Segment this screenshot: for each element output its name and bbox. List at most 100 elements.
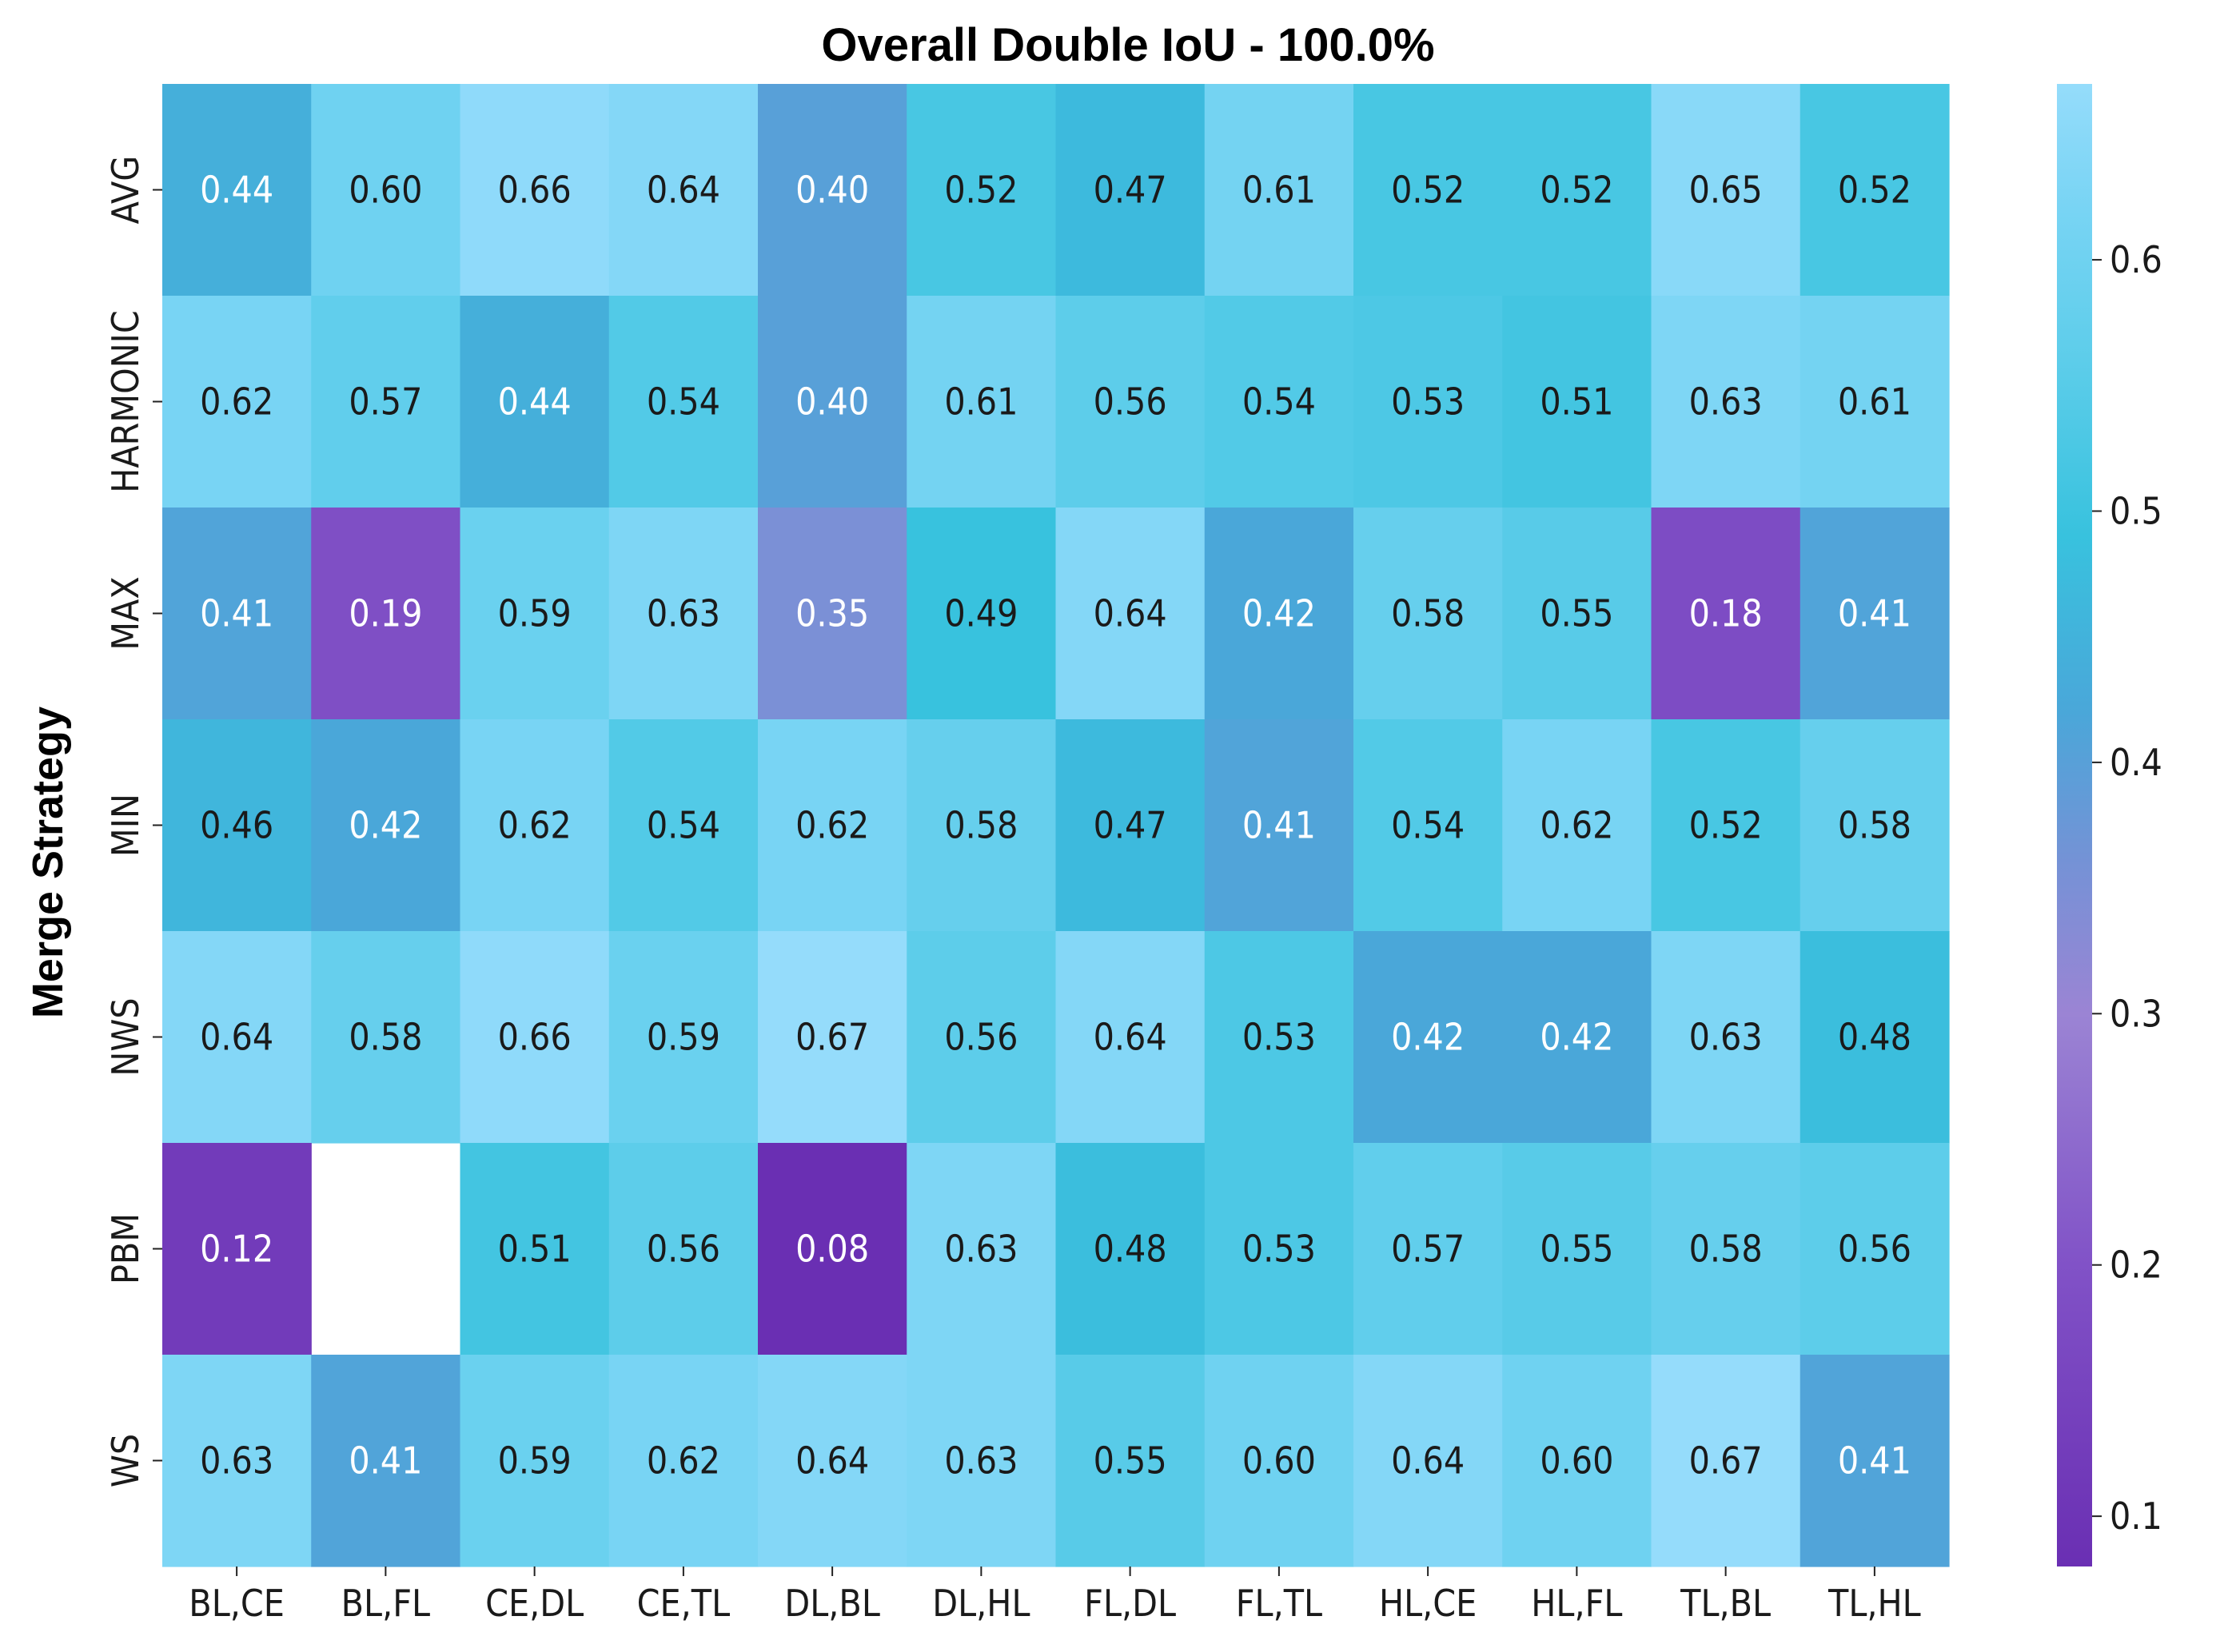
- heatmap-cell: [162, 508, 312, 720]
- cell-value-label: 0.53: [1242, 1016, 1316, 1059]
- cell-value-label: 0.62: [795, 804, 869, 847]
- heatmap-cell: [1651, 931, 1801, 1144]
- heatmap-cell: [907, 719, 1057, 932]
- cell-value-label: 0.44: [498, 380, 572, 424]
- heatmap-cell: [758, 719, 907, 932]
- x-tick-label: TL,HL: [1827, 1582, 1921, 1625]
- heatmap-cell: [1651, 296, 1801, 508]
- heatmap-cell: [1204, 1143, 1354, 1355]
- cell-value-label: 0.42: [1391, 1016, 1465, 1059]
- cell-value-label: 0.56: [1838, 1228, 1911, 1271]
- cell-value-label: 0.60: [349, 169, 422, 212]
- x-tick-label: HL,CE: [1379, 1582, 1477, 1625]
- heatmap-cell: [1204, 84, 1354, 297]
- cell-value-label: 0.59: [498, 592, 572, 635]
- cell-value-label: 0.56: [647, 1228, 720, 1271]
- y-tick-label: MIN: [104, 794, 147, 857]
- y-tick-label: NWS: [104, 997, 147, 1076]
- heatmap-cell: [1055, 1143, 1206, 1355]
- heatmap-cell: [460, 719, 610, 932]
- heatmap-cell: [1502, 84, 1652, 297]
- heatmap-cell: [311, 84, 461, 297]
- heatmap-cell: [758, 508, 907, 720]
- cell-value-label: 0.40: [795, 169, 869, 212]
- cell-value-label: 0.46: [200, 804, 273, 847]
- cell-value-label: 0.47: [1094, 804, 1167, 847]
- cell-value-label: 0.64: [1094, 592, 1167, 635]
- cell-value-label: 0.54: [647, 380, 720, 424]
- cell-value-label: 0.55: [1540, 592, 1613, 635]
- heatmap-cell: [907, 1355, 1057, 1567]
- cell-value-label: 0.41: [1242, 804, 1316, 847]
- heatmap-cell: [1055, 931, 1206, 1144]
- heatmap-cell: [460, 296, 610, 508]
- cell-value-label: 0.59: [647, 1016, 720, 1059]
- cell-value-label: 0.58: [1391, 592, 1465, 635]
- colorbar-tick-label: 0.2: [2110, 1244, 2162, 1287]
- chart-title: Overall Double IoU - 100.0%: [821, 19, 1434, 71]
- heatmap-cell: [162, 1355, 312, 1567]
- heatmap-cell: [1353, 84, 1503, 297]
- heatmap-cell: [311, 1355, 461, 1567]
- cell-value-label: 0.56: [1094, 380, 1167, 424]
- cell-value-label: 0.66: [498, 1016, 572, 1059]
- heatmap-cell: [907, 1143, 1057, 1355]
- y-tick-label: MAX: [104, 576, 147, 650]
- cell-value-label: 0.59: [498, 1439, 572, 1483]
- heatmap-cell: [907, 296, 1057, 508]
- heatmap-cell: [1502, 508, 1652, 720]
- cell-value-label: 0.49: [944, 592, 1018, 635]
- cell-value-label: 0.64: [200, 1016, 273, 1059]
- heatmap-cell: [1055, 719, 1206, 932]
- heatmap-cell: [311, 931, 461, 1144]
- y-axis: AVG HARMONIC MAX MIN NWS PBM WS: [104, 156, 162, 1487]
- heatmap-cell: [1353, 719, 1503, 932]
- cell-value-label: 0.44: [200, 169, 273, 212]
- cell-value-label: 0.52: [1391, 169, 1465, 212]
- cell-value-label: 0.64: [795, 1439, 869, 1483]
- cell-value-label: 0.41: [200, 592, 273, 635]
- cell-value-label: 0.57: [1391, 1228, 1465, 1271]
- cell-value-label: 0.42: [1540, 1016, 1613, 1059]
- cell-value-label: 0.48: [1094, 1228, 1167, 1271]
- heatmap-cell: [162, 84, 312, 297]
- heatmap-cell: [608, 296, 759, 508]
- heatmap-cell: [1800, 1143, 1950, 1355]
- cell-value-label: 0.41: [1838, 592, 1911, 635]
- heatmap-cell: [460, 1143, 610, 1355]
- cell-value-label: 0.52: [944, 169, 1018, 212]
- cell-value-label: 0.51: [498, 1228, 572, 1271]
- cell-value-label: 0.42: [1242, 592, 1316, 635]
- cell-value-label: 0.58: [944, 804, 1018, 847]
- cell-value-label: 0.35: [795, 592, 869, 635]
- x-tick-label: HL,FL: [1531, 1582, 1622, 1625]
- x-tick-label: DL,HL: [932, 1582, 1030, 1625]
- cell-value-label: 0.58: [349, 1016, 422, 1059]
- heatmap-cell: [758, 931, 907, 1144]
- heatmap-cell: [1800, 84, 1950, 297]
- x-tick-label: CE,DL: [485, 1582, 584, 1625]
- heatmap-cell: [311, 719, 461, 932]
- x-tick-label: FL,TL: [1236, 1582, 1322, 1625]
- cell-value-label: 0.65: [1689, 169, 1763, 212]
- cell-value-label: 0.57: [349, 380, 422, 424]
- heatmap-cell: [1502, 1355, 1652, 1567]
- heatmap-cell: [1204, 1355, 1354, 1567]
- cell-value-label: 0.19: [349, 592, 422, 635]
- x-tick-label: TL,BL: [1680, 1582, 1771, 1625]
- heatmap-cell: [311, 296, 461, 508]
- cell-value-label: 0.63: [1689, 1016, 1763, 1059]
- heatmap-cell: [1204, 296, 1354, 508]
- heatmap-cell: [1353, 1355, 1503, 1567]
- cell-value-label: 0.67: [1689, 1439, 1763, 1483]
- cell-value-label: 0.64: [1094, 1016, 1167, 1059]
- heatmap-cell: [608, 719, 759, 932]
- cell-value-label: 0.63: [944, 1439, 1018, 1483]
- x-tick-label: DL,BL: [784, 1582, 880, 1625]
- cell-value-label: 0.63: [944, 1228, 1018, 1271]
- heatmap-cell: [608, 1143, 759, 1355]
- heatmap-cell: [1502, 1143, 1652, 1355]
- cell-value-label: 0.64: [647, 169, 720, 212]
- heatmap-cell: [162, 931, 312, 1144]
- heatmap-cell: [1353, 1143, 1503, 1355]
